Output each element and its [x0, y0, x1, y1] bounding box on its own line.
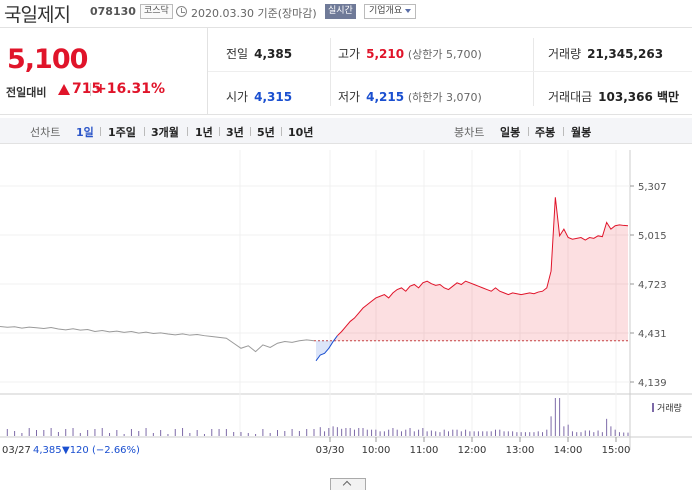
- high: 고가 5,210 (상한가 5,700): [338, 45, 482, 62]
- company-overview-label: 기업개요: [369, 6, 403, 16]
- y-tick-label: 5,307: [638, 182, 667, 193]
- stock-name: 국일제지: [4, 4, 71, 26]
- tab-divider: [528, 127, 529, 136]
- lower-limit: (하한가 3,070): [407, 91, 482, 104]
- change-label: 전일대비: [6, 86, 47, 99]
- volume-value: 21,345,263: [587, 47, 664, 61]
- y-tick-label: 4,431: [638, 329, 667, 340]
- tab-1year[interactable]: 1년: [195, 126, 213, 139]
- volume: 거래량 21,345,263: [548, 45, 663, 62]
- tab-3years[interactable]: 3년: [226, 126, 244, 139]
- candle-chart-label: 봉차트: [454, 126, 485, 139]
- clock-icon: [176, 6, 187, 17]
- tab-daily-candle[interactable]: 일봉: [500, 126, 521, 139]
- prev-close-label: 전일: [226, 47, 249, 61]
- tab-5years[interactable]: 5년: [257, 126, 275, 139]
- prev-day-change: ▼120: [62, 445, 89, 456]
- x-tick-label: 10:00: [362, 445, 391, 456]
- company-overview-button[interactable]: 기업개요: [364, 4, 417, 19]
- tab-divider: [219, 127, 220, 136]
- low-label: 저가: [338, 90, 361, 104]
- line-chart-label: 선차트: [30, 126, 61, 139]
- tab-divider: [563, 127, 564, 136]
- change-percent: +16.31%: [95, 81, 166, 97]
- today-line-up: [337, 197, 629, 337]
- triangle-up-icon: [58, 84, 70, 95]
- prev-close-value: 4,385: [254, 47, 293, 61]
- row-divider: [208, 71, 692, 72]
- chevron-down-icon: [405, 8, 412, 13]
- open: 시가 4,315: [226, 88, 292, 105]
- prev-day-line: [0, 325, 315, 353]
- upper-limit: (상한가 5,700): [407, 48, 482, 61]
- x-tick-label: 11:00: [410, 445, 439, 456]
- tab-10years[interactable]: 10년: [288, 126, 314, 139]
- volume-legend-label: 거래량: [657, 402, 682, 414]
- x-tick-label: 13:00: [506, 445, 535, 456]
- title-bar: 국일제지 078130 코스닥 2020.03.30 기준(장마감) 실시간 기…: [0, 0, 692, 26]
- tab-1week[interactable]: 1주일: [108, 126, 136, 139]
- column-divider: [533, 38, 534, 106]
- tab-1day[interactable]: 1일: [76, 126, 94, 139]
- prev-day-close: 4,385: [33, 445, 62, 456]
- chart-period-tabs: 선차트 1일 1주일 3개월 1년 3년 5년 10년 봉차트 일봉 주봉 월봉: [0, 118, 692, 144]
- high-value: 5,210: [366, 47, 405, 61]
- low: 저가 4,215 (하한가 3,070): [338, 88, 482, 105]
- tab-divider: [250, 127, 251, 136]
- tab-divider: [100, 127, 101, 136]
- column-divider: [330, 38, 331, 106]
- prev-close: 전일 4,385: [226, 45, 292, 62]
- price-chart-svg: 5,307 5,015 4,723 4,431 4,139 03/30 10:00 11:00…: [0, 150, 692, 456]
- volume-legend-swatch: [652, 403, 654, 412]
- prev-day-date: 03/27: [2, 445, 31, 456]
- reference-date: 2020.03.30 기준(장마감): [191, 7, 317, 20]
- y-tick-label: 4,723: [638, 280, 667, 291]
- today-line-down: [315, 335, 338, 362]
- tab-monthly-candle[interactable]: 월봉: [571, 126, 592, 139]
- tab-divider: [281, 127, 282, 136]
- trade-value-value: 103,366 백만: [598, 90, 680, 104]
- x-tick-label: 12:00: [458, 445, 487, 456]
- change-amount: 715: [72, 81, 102, 97]
- y-tick-label: 5,015: [638, 231, 667, 242]
- up-area-fill: [316, 197, 628, 341]
- high-label: 고가: [338, 47, 361, 61]
- change-divider: [90, 83, 91, 96]
- y-tick-label: 4,139: [638, 378, 667, 389]
- x-tick-label: 03/30: [316, 445, 345, 456]
- open-label: 시가: [226, 90, 249, 104]
- tab-divider: [187, 127, 188, 136]
- x-tick-label: 15:00: [602, 445, 631, 456]
- prev-day-percent: (−2.66%): [92, 445, 140, 456]
- price-chart[interactable]: 5,307 5,015 4,723 4,431 4,139 03/30 10:00 11:00…: [0, 150, 692, 490]
- trade-value-label: 거래대금: [548, 90, 593, 104]
- price-summary: 5,100 전일대비 715 +16.31% 전일 4,385 고가 5,210 (…: [0, 27, 692, 115]
- tab-weekly-candle[interactable]: 주봉: [535, 126, 556, 139]
- market-badge: 코스닥: [140, 4, 173, 19]
- stock-code: 078130: [90, 5, 136, 18]
- low-value: 4,215: [366, 90, 405, 104]
- trade-value: 거래대금 103,366 백만: [548, 88, 679, 105]
- current-price-box: 5,100 전일대비 715 +16.31%: [0, 28, 208, 115]
- tab-3months[interactable]: 3개월: [151, 126, 179, 139]
- open-value: 4,315: [254, 90, 293, 104]
- expand-handle[interactable]: [330, 478, 366, 490]
- current-price: 5,100: [7, 44, 88, 75]
- x-tick-label: 14:00: [554, 445, 583, 456]
- tab-divider: [144, 127, 145, 136]
- volume-label: 거래량: [548, 47, 582, 61]
- realtime-button[interactable]: 실시간: [325, 4, 356, 19]
